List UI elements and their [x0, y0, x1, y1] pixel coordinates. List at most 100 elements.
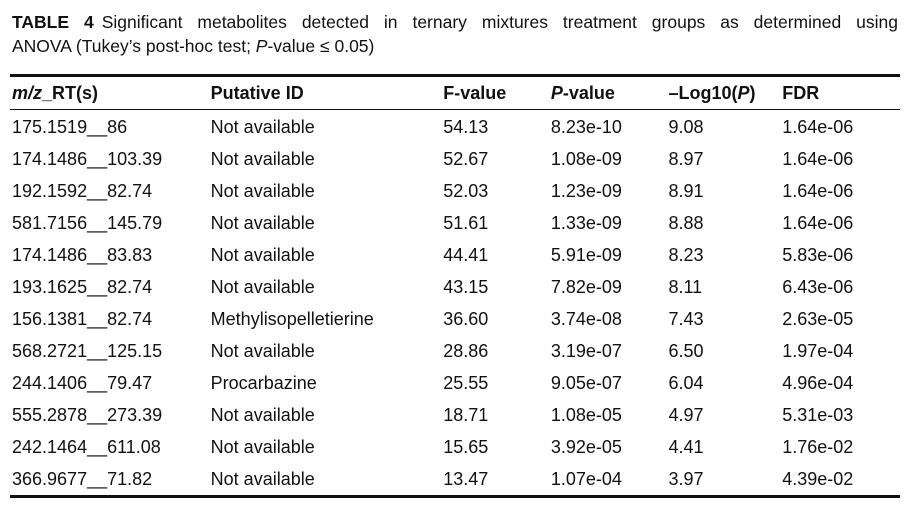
- table-row: 175.1519__86 Not available 54.13 8.23e-10 9.…: [10, 109, 900, 143]
- cell-mz-rt: 568.2721__125.15: [12, 340, 163, 361]
- cell-putative-id: Not available: [210, 436, 315, 457]
- cell-log10p: 8.91: [668, 180, 704, 201]
- cell-p-value: 3.74e-08: [550, 308, 622, 329]
- cell-p-value: 1.23e-09: [550, 180, 622, 201]
- cell-putative-id: Not available: [210, 212, 315, 233]
- metabolites-table: m/z_RT(s) Putative ID F-value P-value –L…: [10, 77, 900, 495]
- table-row: 174.1486__83.83 Not available 44.41 5.91e-0…: [10, 239, 900, 271]
- header-f-value: F-value: [443, 82, 507, 103]
- cell-log10p: 9.08: [668, 116, 704, 137]
- table-row: 192.1592__82.74 Not available 52.03 1.23e-0…: [10, 175, 900, 207]
- caption-text-2c: -value ≤ 0.05): [267, 36, 375, 56]
- cell-putative-id: Procarbazine: [210, 372, 317, 393]
- cell-fdr: 5.31e-03: [782, 404, 854, 425]
- cell-mz-rt: 366.9677__71.82: [12, 468, 153, 489]
- cell-putative-id: Not available: [210, 404, 315, 425]
- cell-f-value: 44.41: [443, 244, 489, 265]
- header-log10p: –Log10(P): [669, 77, 783, 109]
- cell-mz-rt: 175.1519__86: [12, 116, 128, 137]
- cell-putative-id: Not available: [210, 116, 315, 137]
- cell-f-value: 43.15: [443, 276, 489, 297]
- cell-fdr: 2.63e-05: [782, 308, 854, 329]
- cell-fdr: 1.97e-04: [782, 340, 854, 361]
- table-header-row: m/z_RT(s) Putative ID F-value P-value –L…: [10, 77, 900, 109]
- cell-p-value: 3.19e-07: [550, 340, 622, 361]
- cell-putative-id: Methylisopelletierine: [210, 308, 374, 329]
- header-mz-rt: m/z_RT(s): [10, 77, 211, 109]
- cell-mz-rt: 156.1381__82.74: [12, 308, 153, 329]
- cell-p-value: 8.23e-10: [550, 116, 622, 137]
- cell-p-value: 1.08e-09: [550, 148, 622, 169]
- cell-mz-rt: 174.1486__83.83: [12, 244, 153, 265]
- header-log-italic: P: [737, 82, 750, 103]
- cell-fdr: 4.39e-02: [782, 468, 854, 489]
- table-bottom-rule: [10, 495, 900, 498]
- cell-putative-id: Not available: [210, 244, 315, 265]
- table-row: 174.1486__103.39 Not available 52.67 1.08e-…: [10, 143, 900, 175]
- table-row: 581.7156__145.79 Not available 51.61 1.33e-…: [10, 207, 900, 239]
- header-p-italic: P: [550, 82, 563, 103]
- cell-fdr: 1.64e-06: [782, 180, 854, 201]
- cell-p-value: 9.05e-07: [550, 372, 622, 393]
- cell-putative-id: Not available: [210, 180, 315, 201]
- caption-line-2: ANOVA (Tukey’s post-hoc test; P-value ≤ …: [12, 34, 904, 58]
- caption-text-1: Significant metabolites detected in tern…: [101, 12, 898, 32]
- cell-fdr: 1.76e-02: [782, 436, 854, 457]
- cell-log10p: 4.97: [668, 404, 704, 425]
- table-row: 555.2878__273.39 Not available 18.71 1.08e-…: [10, 399, 900, 431]
- header-mz-suffix: _RT(s): [42, 82, 99, 103]
- cell-f-value: 36.60: [443, 308, 489, 329]
- cell-mz-rt: 192.1592__82.74: [12, 180, 153, 201]
- cell-log10p: 8.23: [668, 244, 704, 265]
- cell-f-value: 15.65: [443, 436, 489, 457]
- cell-mz-rt: 174.1486__103.39: [12, 148, 163, 169]
- table-row: 568.2721__125.15 Not available 28.86 3.19e-…: [10, 335, 900, 367]
- table-row: 242.1464__611.08 Not available 15.65 3.92e-…: [10, 431, 900, 463]
- header-p-value: P-value: [551, 77, 669, 109]
- cell-fdr: 1.64e-06: [782, 148, 854, 169]
- cell-p-value: 1.33e-09: [550, 212, 622, 233]
- cell-fdr: 1.64e-06: [782, 212, 854, 233]
- cell-mz-rt: 242.1464__611.08: [12, 436, 161, 457]
- cell-log10p: 4.41: [668, 436, 704, 457]
- cell-f-value: 54.13: [443, 116, 489, 137]
- cell-mz-rt: 555.2878__273.39: [12, 404, 163, 425]
- header-p-suffix: -value: [562, 82, 615, 103]
- caption-label: TABLE 4: [12, 12, 94, 32]
- table-header-rule: [10, 109, 900, 110]
- cell-mz-rt: 581.7156__145.79: [12, 212, 163, 233]
- header-fdr: FDR: [782, 82, 820, 103]
- cell-f-value: 28.86: [443, 340, 489, 361]
- cell-mz-rt: 193.1625__82.74: [12, 276, 153, 297]
- header-log-suffix: ): [749, 82, 756, 103]
- cell-log10p: 7.43: [668, 308, 704, 329]
- table-row: 366.9677__71.82 Not available 13.47 1.07e-0…: [10, 463, 900, 495]
- cell-putative-id: Not available: [210, 276, 315, 297]
- table-caption: TABLE 4 Significant metabolites detected …: [12, 10, 904, 58]
- cell-log10p: 8.11: [668, 276, 703, 297]
- cell-p-value: 5.91e-09: [550, 244, 622, 265]
- cell-mz-rt: 244.1406__79.47: [12, 372, 153, 393]
- cell-f-value: 18.71: [443, 404, 489, 425]
- cell-log10p: 8.88: [668, 212, 704, 233]
- cell-f-value: 25.55: [443, 372, 489, 393]
- table-row: 156.1381__82.74 Methylisopelletierine 36.6…: [10, 303, 900, 335]
- table-row: 193.1625__82.74 Not available 43.15 7.82e-0…: [10, 271, 900, 303]
- cell-p-value: 3.92e-05: [550, 436, 622, 457]
- cell-f-value: 52.67: [443, 148, 489, 169]
- table-row: 244.1406__79.47 Procarbazine 25.55 9.05e-07…: [10, 367, 900, 399]
- table-body: 175.1519__86 Not available 54.13 8.23e-10 9.…: [10, 109, 900, 495]
- header-mz-italic: m/z: [12, 82, 43, 103]
- cell-log10p: 8.97: [668, 148, 704, 169]
- cell-fdr: 4.96e-04: [782, 372, 854, 393]
- cell-fdr: 1.64e-06: [782, 116, 854, 137]
- cell-f-value: 13.47: [443, 468, 489, 489]
- cell-fdr: 6.43e-06: [782, 276, 854, 297]
- header-log-prefix: –Log10(: [668, 82, 738, 103]
- table-top-rule: [10, 74, 900, 77]
- cell-f-value: 51.61: [443, 212, 489, 233]
- cell-p-value: 1.08e-05: [550, 404, 622, 425]
- header-putative-id: Putative ID: [210, 82, 304, 103]
- cell-fdr: 5.83e-06: [782, 244, 854, 265]
